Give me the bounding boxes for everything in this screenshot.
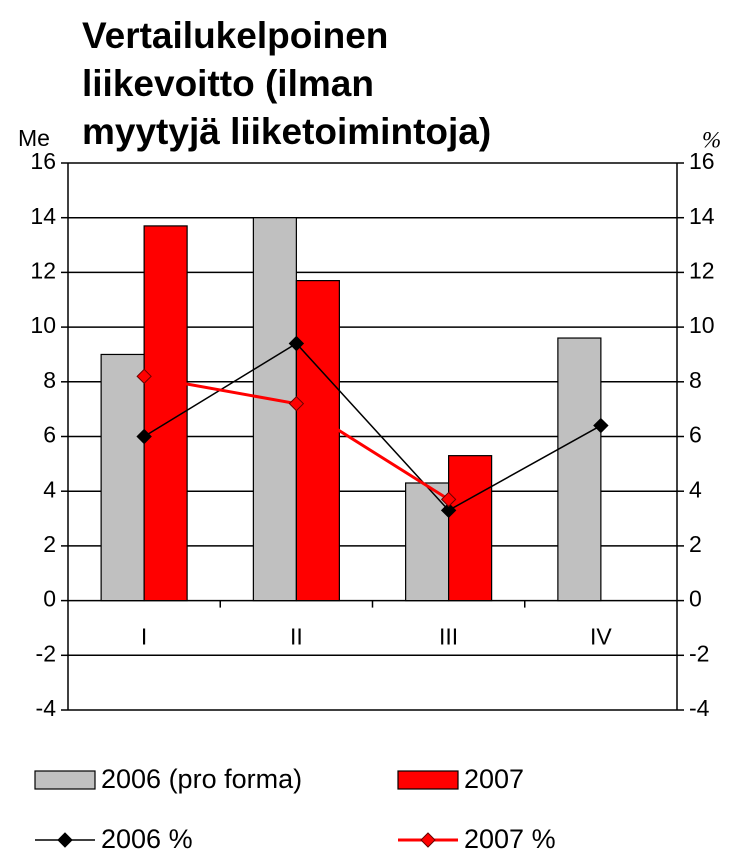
marker <box>136 428 152 445</box>
legend-label: 2007 <box>464 764 524 794</box>
bar <box>448 455 493 602</box>
y2-tick-label: 12 <box>689 257 715 283</box>
y-tick-label: 8 <box>43 367 56 393</box>
y-tick-label: 16 <box>30 148 56 174</box>
legend-swatch <box>34 770 96 790</box>
legend-label: 2006 (pro forma) <box>101 764 302 794</box>
bar <box>252 217 297 602</box>
marker <box>136 368 152 385</box>
y2-tick-label: 16 <box>689 148 715 174</box>
y2-tick-label: 4 <box>689 476 702 502</box>
bar <box>143 225 188 602</box>
x-tick-label: II <box>290 624 303 650</box>
bar <box>557 337 602 602</box>
y2-tick-label: 8 <box>689 367 702 393</box>
y2-tick-label: 2 <box>689 531 702 557</box>
y2-tick-label: 6 <box>689 422 702 448</box>
y2-tick-label: -4 <box>689 695 710 721</box>
marker <box>440 502 457 519</box>
legend-label: 2007 % <box>464 824 556 854</box>
x-tick-label: I <box>141 624 147 650</box>
legend-marker <box>420 832 436 848</box>
chart-title: liikevoitto (ilman <box>82 63 374 104</box>
y2-tick-label: 14 <box>689 203 715 229</box>
x-tick-label: IV <box>590 624 612 650</box>
y2-axis-label: % <box>702 127 721 152</box>
x-tick-label: III <box>439 624 458 650</box>
marker <box>593 417 609 434</box>
y-tick-label: 2 <box>43 531 56 557</box>
y-tick-label: -2 <box>36 640 56 666</box>
line <box>143 342 602 512</box>
y2-tick-label: 10 <box>689 312 715 338</box>
y2-tick-label: 0 <box>689 586 702 612</box>
marker <box>440 491 457 508</box>
y-tick-label: 12 <box>30 257 56 283</box>
y-tick-label: 4 <box>43 476 56 502</box>
bar <box>295 280 340 602</box>
y-tick-label: 0 <box>43 586 56 612</box>
chart-title: myytyjä liiketoimintoja) <box>82 111 491 152</box>
y2-tick-label: -2 <box>689 640 709 666</box>
y-tick-label: 14 <box>30 203 56 229</box>
marker <box>288 335 305 352</box>
chart-title: Vertailukelpoinen <box>82 15 388 56</box>
legend-label: 2006 % <box>101 824 193 854</box>
y-axis-label: Me <box>18 125 50 151</box>
legend-swatch <box>397 770 459 790</box>
marker <box>288 395 305 412</box>
y-tick-label: 6 <box>43 422 56 448</box>
y-tick-label: 10 <box>30 312 56 338</box>
bar <box>100 353 145 602</box>
y-tick-label: -4 <box>36 695 57 721</box>
legend-marker <box>57 832 73 848</box>
